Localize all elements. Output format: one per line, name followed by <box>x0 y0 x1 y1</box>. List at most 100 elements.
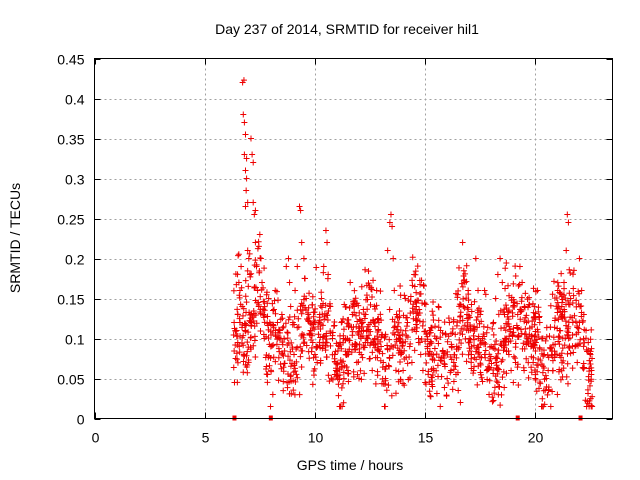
data-point <box>456 336 463 343</box>
data-point <box>289 344 296 351</box>
data-point <box>250 199 257 206</box>
data-point <box>564 211 571 218</box>
data-point <box>495 365 502 372</box>
data-point <box>249 314 256 321</box>
data-point <box>558 270 565 277</box>
data-point <box>552 351 559 358</box>
data-point <box>444 375 451 382</box>
data-point <box>279 315 286 322</box>
data-point <box>236 287 243 294</box>
data-point <box>422 301 429 308</box>
data-point <box>411 347 418 354</box>
data-point <box>391 287 398 294</box>
data-point <box>269 300 276 307</box>
data-point <box>370 317 377 324</box>
data-point <box>531 303 538 310</box>
data-point <box>481 351 488 358</box>
data-point <box>489 398 496 405</box>
data-point <box>505 320 512 327</box>
data-point <box>515 282 522 289</box>
data-point <box>303 342 310 349</box>
data-point <box>234 306 241 313</box>
data-point <box>369 367 376 374</box>
data-point <box>399 342 406 349</box>
data-point <box>495 383 502 390</box>
data-point <box>318 289 325 296</box>
data-point <box>234 271 241 278</box>
data-point <box>534 287 541 294</box>
data-point <box>301 339 308 346</box>
data-point <box>305 311 312 318</box>
data-point <box>349 332 356 339</box>
data-point <box>338 319 345 326</box>
data-point <box>312 305 319 312</box>
data-point <box>276 327 283 334</box>
y-tick-label: 0.35 <box>57 132 84 148</box>
data-point <box>460 267 467 274</box>
data-point <box>421 300 428 307</box>
data-point <box>390 329 397 336</box>
data-point <box>550 334 557 341</box>
data-point <box>339 380 346 387</box>
data-point <box>232 342 239 349</box>
data-point <box>375 319 382 326</box>
data-point <box>382 375 389 382</box>
data-point <box>564 331 571 338</box>
data-point <box>444 351 451 358</box>
data-point <box>279 339 286 346</box>
data-point <box>323 354 330 361</box>
data-point <box>471 298 478 305</box>
data-point <box>466 314 473 321</box>
data-point <box>573 297 580 304</box>
data-point <box>510 353 517 360</box>
data-point <box>552 341 559 348</box>
data-point <box>367 328 374 335</box>
data-point <box>404 360 411 367</box>
data-point <box>325 271 332 278</box>
data-point <box>409 327 416 334</box>
data-point <box>474 324 481 331</box>
data-point <box>246 271 253 278</box>
data-point <box>362 266 369 273</box>
data-point <box>306 332 313 339</box>
data-point <box>491 390 498 397</box>
data-point <box>244 199 251 206</box>
data-point <box>383 387 390 394</box>
data-point <box>352 295 359 302</box>
data-point <box>577 336 584 343</box>
data-point <box>335 381 342 388</box>
data-point <box>342 351 349 358</box>
data-point <box>458 340 465 347</box>
data-point <box>575 301 582 308</box>
data-point <box>278 365 285 372</box>
data-point <box>332 348 339 355</box>
data-point <box>476 320 483 327</box>
data-point <box>512 359 519 366</box>
data-point <box>584 348 591 355</box>
data-point <box>586 382 593 389</box>
data-point <box>252 297 259 304</box>
data-point <box>386 336 393 343</box>
data-point <box>340 375 347 382</box>
data-point <box>429 378 436 385</box>
data-point <box>316 342 323 349</box>
data-point <box>364 306 371 313</box>
data-point <box>570 285 577 292</box>
data-point <box>582 397 589 404</box>
grid-lines <box>94 58 613 419</box>
data-point <box>479 378 486 385</box>
data-point <box>296 391 303 398</box>
data-point <box>235 279 242 286</box>
data-point <box>340 315 347 322</box>
data-point <box>257 327 264 334</box>
data-point <box>412 268 419 275</box>
data-point <box>454 291 461 298</box>
x-axis-label: GPS time / hours <box>297 457 404 473</box>
data-point <box>498 391 505 398</box>
data-point <box>342 303 349 310</box>
data-point <box>576 255 583 262</box>
data-point <box>500 368 507 375</box>
data-point <box>267 354 274 361</box>
data-point <box>374 340 381 347</box>
